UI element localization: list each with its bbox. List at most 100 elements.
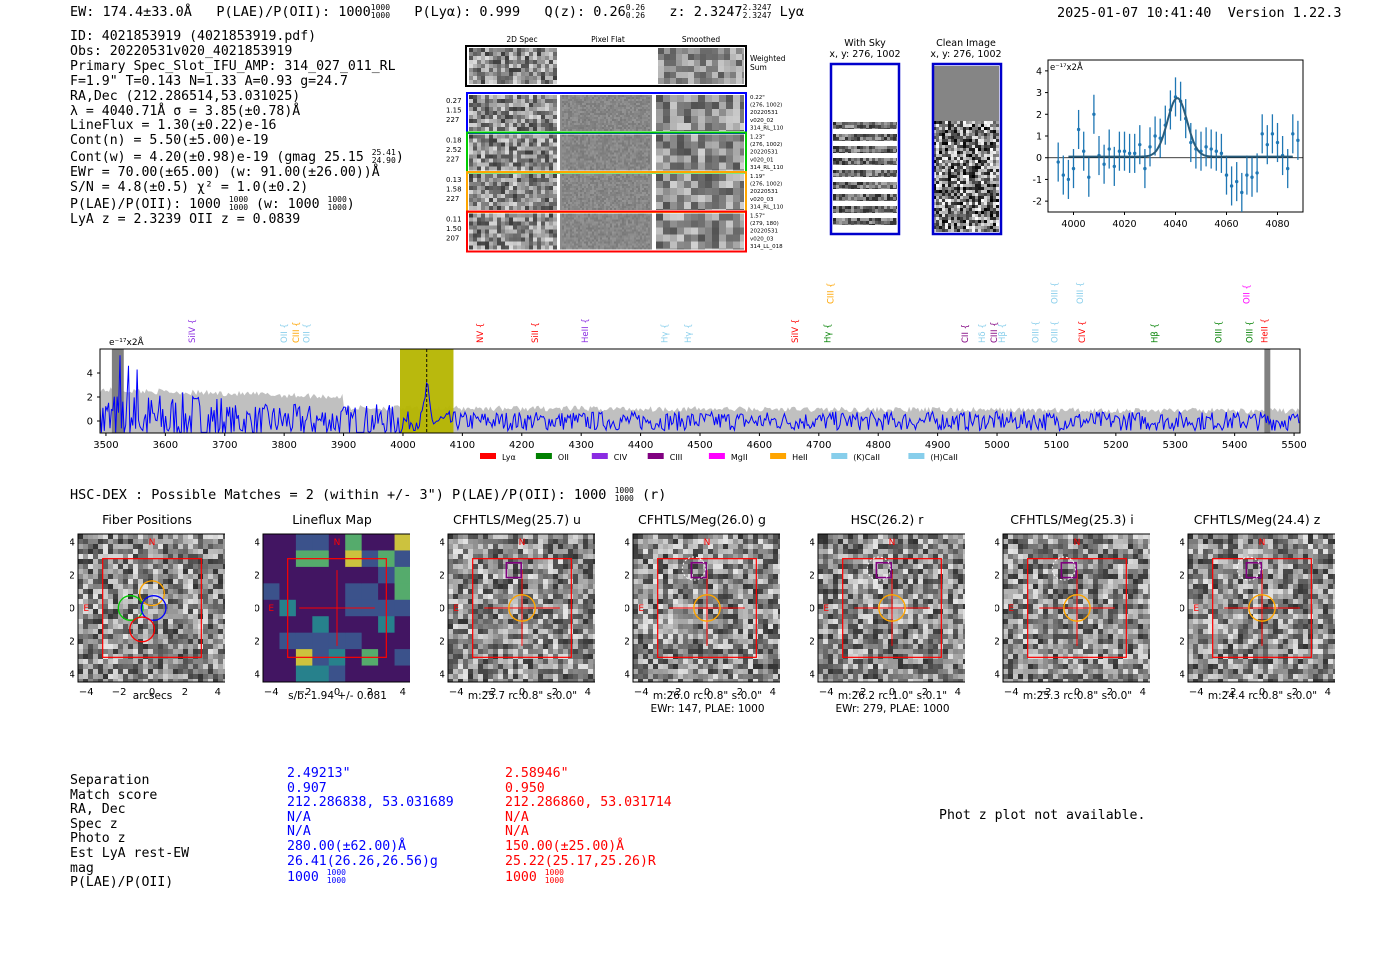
- noise-pixel: [612, 146, 614, 149]
- noise-pixel: [497, 182, 501, 186]
- noise-pixel: [576, 99, 578, 101]
- noise-pixel: [537, 213, 541, 218]
- noise-pixel: [568, 176, 570, 178]
- noise-pixel: [694, 72, 700, 78]
- noise-pixel: [648, 109, 650, 111]
- noise-pixel: [586, 160, 588, 163]
- noise-pixel: [620, 223, 622, 226]
- noise-pixel: [890, 176, 893, 177]
- noise-pixel: [588, 113, 590, 115]
- noise-pixel: [533, 162, 537, 167]
- noise-pixel: [545, 56, 549, 60]
- noise-pixel: [670, 174, 677, 181]
- noise-pixel: [584, 115, 586, 117]
- noise-pixel: [842, 161, 845, 164]
- noise-pixel: [616, 223, 618, 226]
- noise-pixel: [541, 138, 545, 143]
- noise-pixel: [580, 184, 582, 186]
- noise-pixel: [640, 231, 642, 234]
- noise-pixel: [517, 134, 521, 139]
- noise-pixel: [578, 188, 580, 190]
- noise-pixel: [580, 219, 582, 222]
- noise-pixel: [505, 154, 509, 159]
- noise-pixel: [670, 213, 677, 221]
- noise-pixel: [634, 144, 636, 147]
- noise-pixel: [553, 190, 557, 194]
- noise-pixel: [712, 78, 718, 84]
- noise-pixel: [553, 237, 557, 242]
- noise-pixel: [574, 215, 576, 218]
- noise-pixel: [596, 223, 598, 226]
- noise-pixel: [614, 111, 616, 113]
- noise-pixel: [521, 103, 525, 107]
- noise-pixel: [648, 176, 650, 178]
- noise-pixel: [642, 217, 644, 220]
- noise-pixel: [648, 245, 650, 248]
- noise-pixel: [509, 68, 513, 72]
- noise-pixel: [562, 204, 564, 206]
- noise-pixel: [628, 150, 630, 153]
- noise-pixel: [632, 206, 634, 208]
- noise-pixel: [572, 127, 574, 129]
- noise-pixel: [572, 150, 574, 153]
- noise-pixel: [620, 219, 622, 222]
- noise-pixel: [718, 72, 724, 78]
- noise-pixel: [586, 178, 588, 180]
- noise-pixel: [632, 186, 634, 188]
- noise-pixel: [598, 194, 600, 196]
- noise-pixel: [636, 208, 638, 210]
- noise-pixel: [570, 202, 572, 204]
- noise-pixel: [842, 158, 845, 161]
- noise-pixel: [618, 182, 620, 184]
- noise-pixel: [698, 195, 705, 202]
- noise-pixel: [541, 107, 545, 111]
- noise-pixel: [648, 140, 650, 143]
- noise-pixel: [580, 101, 582, 103]
- noise-pixel: [606, 142, 608, 145]
- noise-pixel: [566, 223, 568, 226]
- noise-pixel: [592, 140, 594, 143]
- noise-pixel: [602, 162, 604, 165]
- noise-pixel: [600, 123, 602, 125]
- noise-pixel: [694, 78, 700, 84]
- noise-pixel: [505, 99, 509, 103]
- noise-pixel: [614, 190, 616, 192]
- noise-pixel: [712, 227, 719, 235]
- noise-pixel: [566, 103, 568, 105]
- noise-pixel: [726, 123, 733, 130]
- noise-pixel: [600, 229, 602, 232]
- noise-pixel: [501, 80, 505, 84]
- noise-pixel: [677, 148, 684, 156]
- noise-pixel: [845, 140, 848, 141]
- noise-pixel: [706, 66, 712, 72]
- noise-pixel: [618, 184, 620, 186]
- noise-pixel: [684, 123, 691, 130]
- noise-pixel: [578, 182, 580, 184]
- noise-pixel: [602, 227, 604, 230]
- fiber-cutouts: 2D Spec Pixel Flat Smoothed Weighted Sum …: [446, 35, 786, 253]
- noise-pixel: [612, 142, 614, 145]
- noise-pixel: [489, 76, 493, 80]
- noise-pixel: [845, 176, 848, 177]
- noise-pixel: [622, 95, 624, 97]
- noise-pixel: [740, 109, 744, 116]
- noise-pixel: [640, 142, 642, 145]
- clean-title: Clean Image x, y: 276, 1002: [926, 38, 1006, 60]
- header-qz: Q(z): 0.26: [544, 4, 626, 20]
- noise-pixel: [525, 60, 529, 64]
- noise-pixel: [833, 176, 836, 177]
- noise-pixel: [572, 235, 574, 238]
- noise-pixel: [549, 80, 553, 84]
- noise-pixel: [481, 213, 485, 218]
- noise-pixel: [594, 208, 596, 210]
- noise-pixel: [646, 117, 648, 119]
- noise-pixel: [578, 148, 580, 151]
- noise-pixel: [590, 196, 592, 198]
- noise-pixel: [626, 231, 628, 234]
- noise-pixel: [485, 186, 489, 190]
- noise-pixel: [646, 202, 648, 204]
- noise-pixel: [509, 150, 513, 155]
- noise-pixel: [566, 168, 568, 171]
- noise-pixel: [622, 154, 624, 157]
- noise-pixel: [578, 134, 580, 137]
